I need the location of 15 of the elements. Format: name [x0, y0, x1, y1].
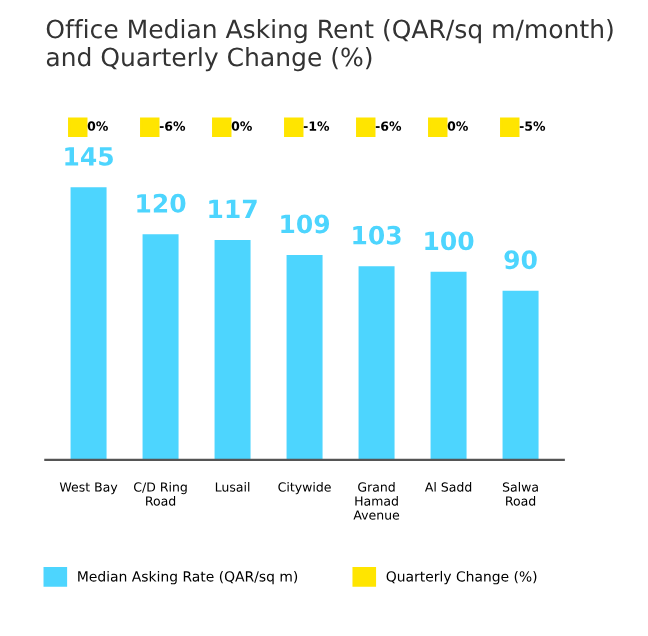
bar	[214, 239, 251, 460]
data-label: 103	[353, 225, 401, 245]
data-label: 145	[65, 147, 113, 166]
data-label: 117	[209, 199, 257, 219]
bar	[502, 290, 539, 460]
text: Office Median Asking Rent (QAR/sq m/month) and Quarterly Change (%)	[46, 19, 613, 72]
bar	[286, 254, 323, 460]
data-label: 100	[425, 231, 474, 251]
data-label: 120	[137, 193, 186, 213]
bar	[430, 271, 467, 460]
bar	[70, 187, 107, 460]
bar	[358, 266, 395, 460]
data-label: 109	[281, 214, 330, 234]
data-label: 90	[504, 250, 537, 270]
bar	[142, 234, 179, 460]
